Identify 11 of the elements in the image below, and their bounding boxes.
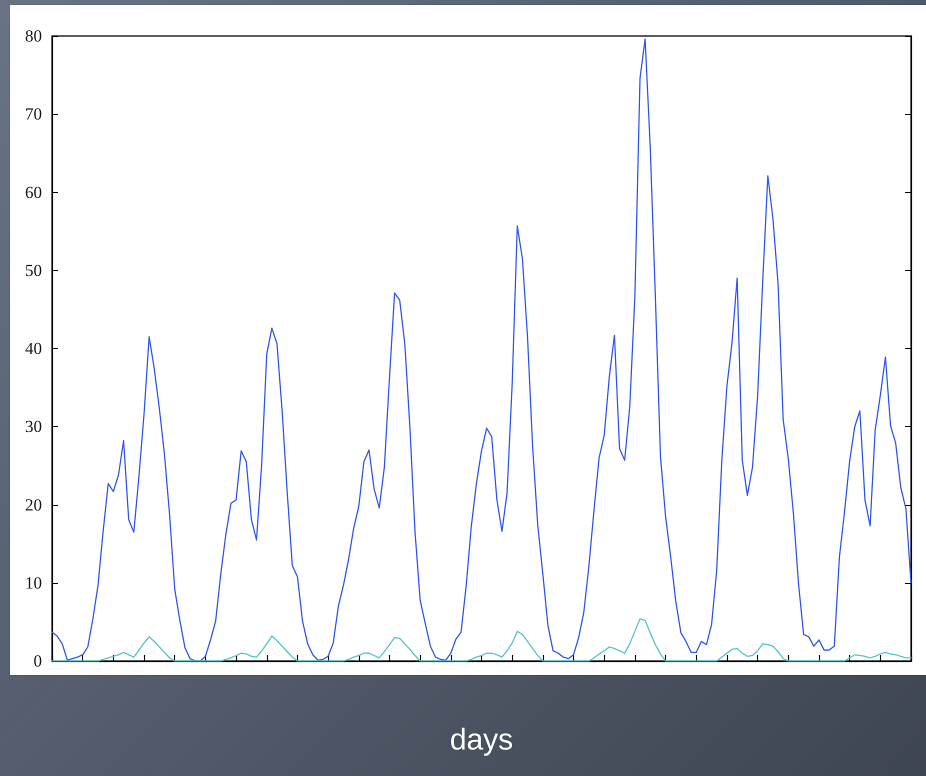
y-tick-label: 80	[25, 26, 42, 46]
y-tick-label: 20	[25, 495, 42, 514]
line-series	[51, 38, 912, 662]
y-tick-label: 60	[25, 182, 42, 202]
y-tick-label: 10	[25, 573, 42, 592]
y-tick-label: 70	[25, 104, 42, 124]
x-axis-title: days	[450, 724, 514, 756]
y-tick-label: 50	[25, 260, 42, 280]
y-tick-label: 40	[25, 339, 42, 358]
y-tick-label: 30	[25, 417, 42, 436]
y-tick-label: 0	[34, 652, 42, 670]
